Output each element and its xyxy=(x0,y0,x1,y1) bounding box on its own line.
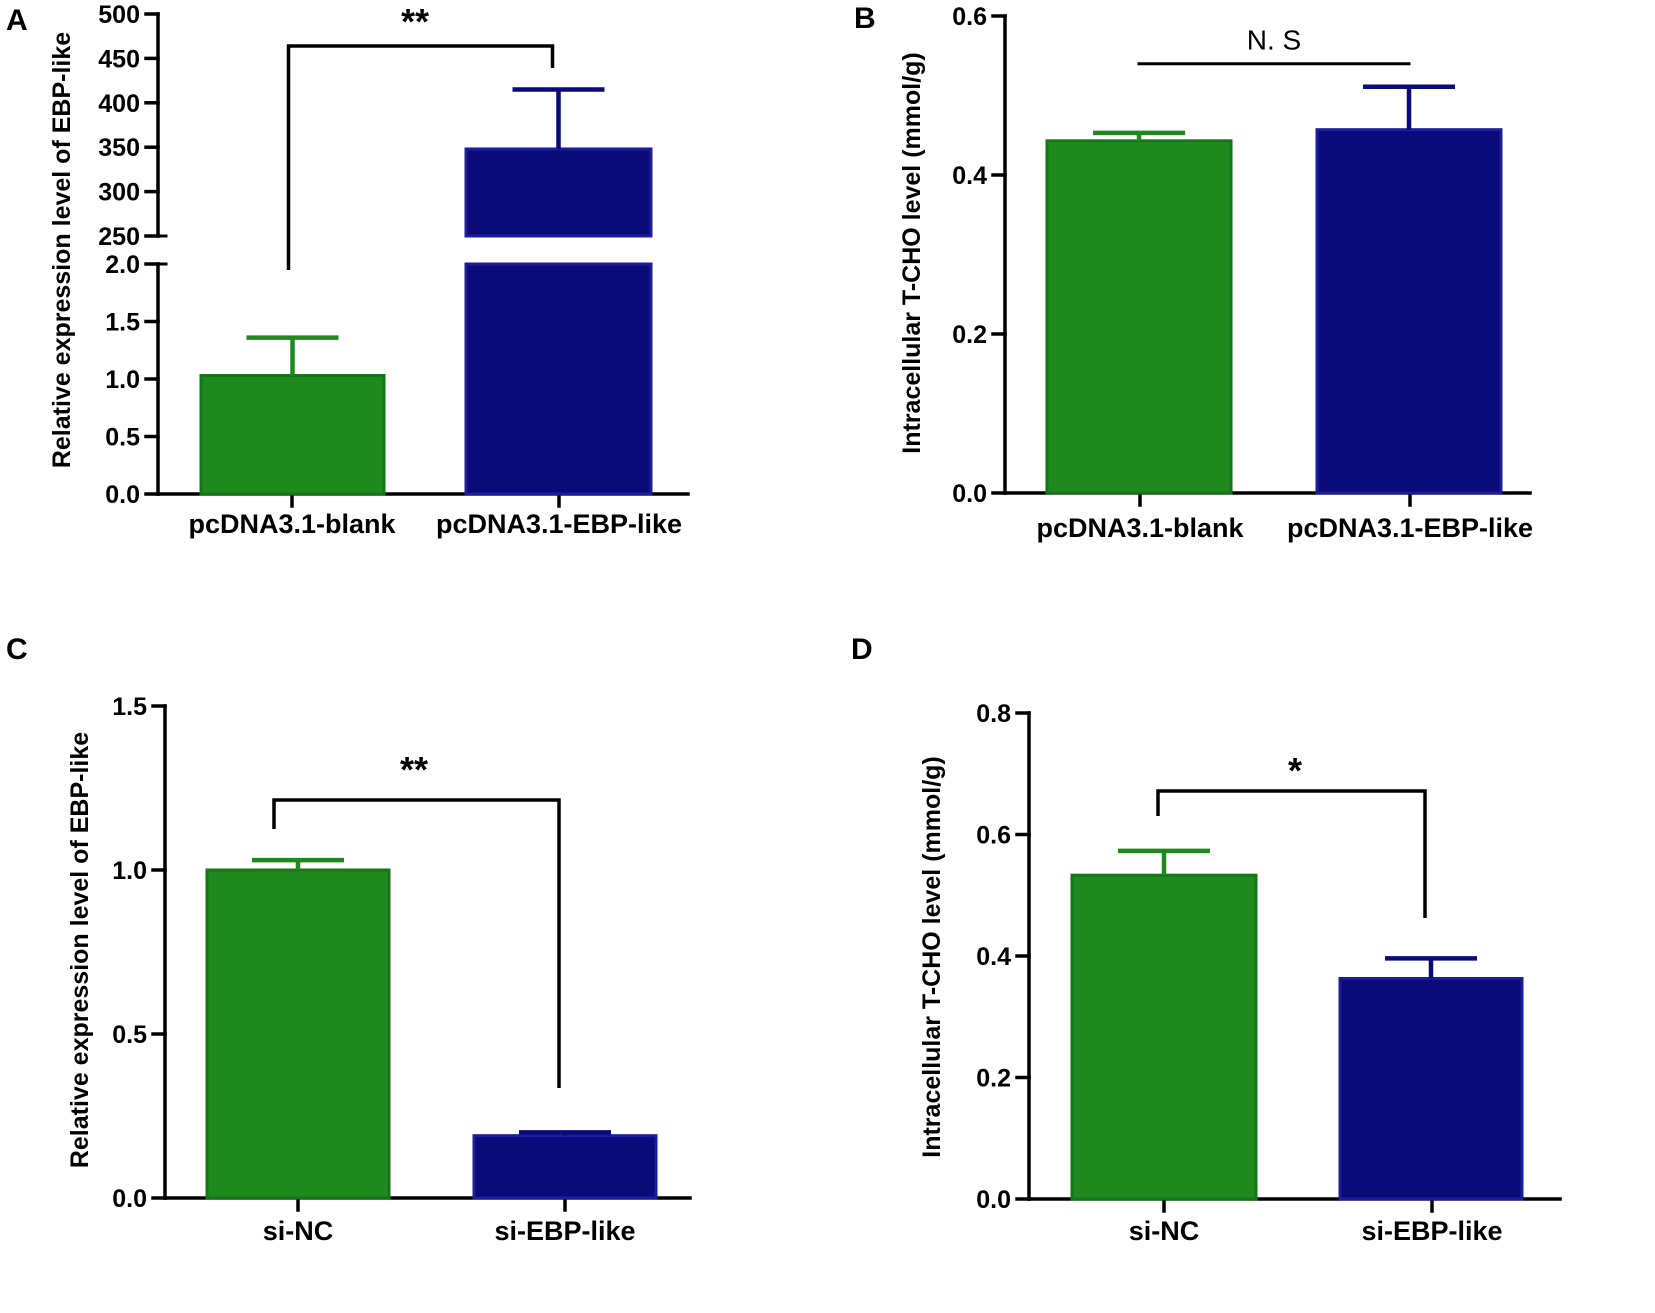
error-bar xyxy=(246,335,339,376)
y-tick-label: 0.4 xyxy=(952,162,987,190)
error-bar xyxy=(252,857,344,870)
y-tick-label: 0.0 xyxy=(976,1186,1011,1214)
y-tick-label: 1.5 xyxy=(105,309,140,337)
y-tick-label: 0.4 xyxy=(976,943,1011,971)
bar-upper-segment xyxy=(464,147,653,238)
significance-label: ** xyxy=(401,1,429,42)
significance-label: ** xyxy=(400,749,428,790)
bar-lower-segment xyxy=(464,262,653,496)
x-tick-label: si-NC xyxy=(1129,1216,1200,1246)
y-tick-label: 0.5 xyxy=(112,1021,147,1049)
y-tick-label: 0.0 xyxy=(952,480,987,508)
x-tick-label: si-NC xyxy=(263,1216,334,1246)
error-bar xyxy=(1363,84,1455,130)
y-axis-label: Relative expression level of EBP-like xyxy=(66,732,94,1168)
y-tick-label: 0.6 xyxy=(952,3,987,31)
bar xyxy=(199,374,386,496)
significance-label: N. S xyxy=(1247,25,1301,56)
y-tick-label: 400 xyxy=(98,90,140,118)
y-tick-label: 1.0 xyxy=(105,366,140,394)
y-tick-label: 250 xyxy=(98,223,140,251)
y-tick-label: 0.0 xyxy=(105,481,140,509)
y-tick-label: 0.5 xyxy=(105,424,140,452)
x-tick-label: pcDNA3.1-EBP-like xyxy=(1287,513,1533,543)
error-bar xyxy=(1093,130,1185,141)
x-tick-label: pcDNA3.1-blank xyxy=(1036,513,1244,543)
y-tick-label: 0.6 xyxy=(976,822,1011,850)
y-tick-label: 0.2 xyxy=(976,1065,1011,1093)
y-axis-label: Intracellular T-CHO level (mmol/g) xyxy=(898,52,926,453)
y-tick-label: 1.0 xyxy=(112,857,147,885)
error-bar xyxy=(1118,848,1210,876)
x-tick-label: si-EBP-like xyxy=(1361,1216,1502,1246)
bar xyxy=(205,868,391,1200)
bar xyxy=(1315,128,1503,495)
significance-bracket xyxy=(286,44,555,270)
y-tick-label: 450 xyxy=(98,45,140,73)
y-tick-label: 300 xyxy=(98,179,140,207)
panel-d: 0.0 0.2 0.4 0.6 0.8 D Intracellular T-CHO leve… xyxy=(851,633,1562,1246)
error-bar xyxy=(512,87,605,149)
panel-c: 0.0 0.5 1.0 1.5 C Relative expression level o… xyxy=(6,633,692,1246)
bar xyxy=(1070,873,1258,1201)
y-axis-label: Relative expression level of EBP-like xyxy=(48,32,76,468)
panel-letter: A xyxy=(6,4,28,37)
error-bar xyxy=(519,1130,611,1136)
y-tick-label: 350 xyxy=(98,134,140,162)
panel-letter: B xyxy=(854,2,876,35)
bar xyxy=(472,1134,658,1200)
y-tick-label: 0.2 xyxy=(952,321,987,349)
y-tick-label: 500 xyxy=(98,1,140,29)
significance-label: * xyxy=(1288,750,1302,791)
y-tick-label: 0.0 xyxy=(112,1185,147,1213)
bar xyxy=(1338,976,1524,1201)
significance-bracket xyxy=(272,798,561,1088)
significance-bracket xyxy=(1156,789,1427,918)
x-tick-label: si-EBP-like xyxy=(494,1216,635,1246)
y-axis-label: Intracellular T-CHO level (mmol/g) xyxy=(918,756,946,1157)
panel-letter: C xyxy=(6,633,28,666)
panel-letter: D xyxy=(851,633,873,666)
bar xyxy=(1045,139,1233,495)
x-tick-label: pcDNA3.1-blank xyxy=(188,509,396,539)
y-tick-label: 1.5 xyxy=(112,693,147,721)
y-tick-label: 2.0 xyxy=(105,251,140,279)
panel-b: 0.0 0.2 0.4 0.6 B Intracellular T-CHO level (… xyxy=(854,2,1533,543)
error-bar xyxy=(1385,956,1477,979)
x-tick-label: pcDNA3.1-EBP-like xyxy=(436,509,682,539)
y-tick-label: 0.8 xyxy=(976,700,1011,728)
